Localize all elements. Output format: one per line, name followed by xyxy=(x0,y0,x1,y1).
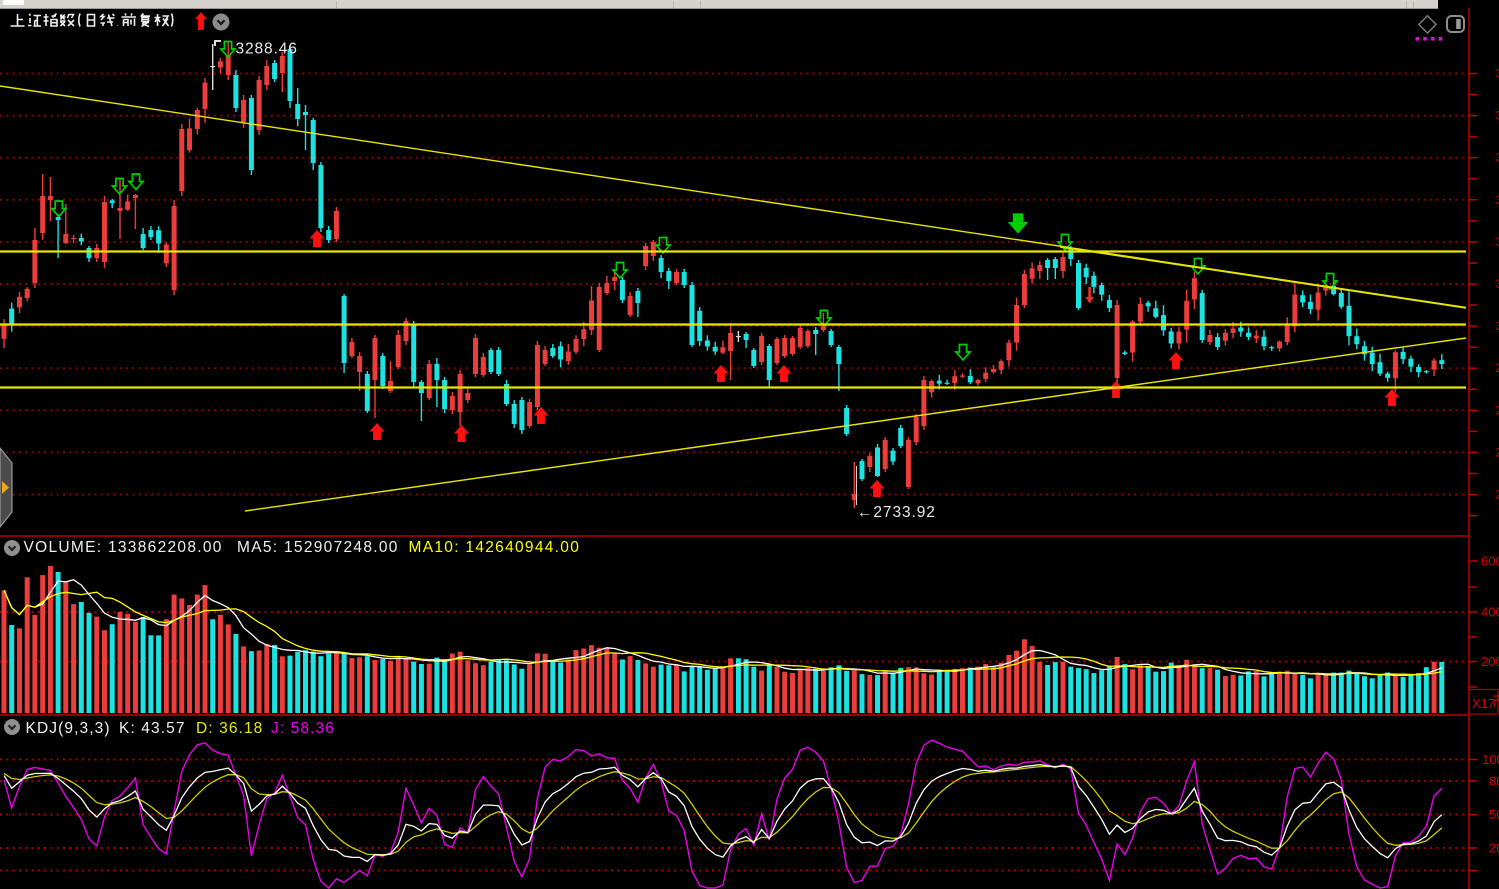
svg-text:30: 30 xyxy=(1496,319,1499,333)
svg-text:20: 20 xyxy=(1489,841,1499,856)
svg-text:31: 31 xyxy=(1496,277,1499,291)
svg-text:400: 400 xyxy=(1481,605,1499,620)
svg-text:KDJ(9,3,3): KDJ(9,3,3) xyxy=(26,720,111,737)
svg-text:33: 33 xyxy=(1496,151,1499,165)
svg-text:100: 100 xyxy=(1482,752,1499,767)
svg-text:3288.46: 3288.46 xyxy=(236,41,298,58)
svg-text:D: 36.18: D: 36.18 xyxy=(196,720,263,737)
svg-text:50: 50 xyxy=(1489,807,1499,822)
svg-text:34: 34 xyxy=(1496,67,1499,81)
svg-text:J: 58.36: J: 58.36 xyxy=(271,720,335,737)
svg-text:X17: X17 xyxy=(1472,696,1495,711)
svg-text:VOLUME: 133862208.00: VOLUME: 133862208.00 xyxy=(24,539,223,556)
svg-text:600: 600 xyxy=(1481,554,1499,569)
svg-text:27: 27 xyxy=(1496,488,1499,502)
svg-text:K: 43.57: K: 43.57 xyxy=(119,720,186,737)
svg-text:31: 31 xyxy=(1496,235,1499,249)
svg-text:200: 200 xyxy=(1481,654,1499,669)
svg-text:MA10: 142640944.00: MA10: 142640944.00 xyxy=(409,539,581,556)
svg-text:33: 33 xyxy=(1496,109,1499,123)
svg-text:MA5: 152907248.00: MA5: 152907248.00 xyxy=(237,539,399,556)
svg-text:←2733.92: ←2733.92 xyxy=(857,504,936,521)
svg-text:80: 80 xyxy=(1489,774,1499,789)
svg-text:29: 29 xyxy=(1496,361,1499,375)
svg-text:32: 32 xyxy=(1496,193,1499,207)
svg-text:29: 29 xyxy=(1496,403,1499,417)
svg-text:28: 28 xyxy=(1496,445,1499,459)
